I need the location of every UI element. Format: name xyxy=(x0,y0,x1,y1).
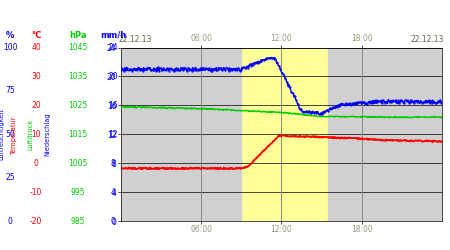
Bar xyxy=(328,48,442,221)
Text: Luftdruck: Luftdruck xyxy=(27,119,34,150)
Text: mm/h: mm/h xyxy=(100,31,126,40)
Bar xyxy=(121,48,241,221)
Text: 30: 30 xyxy=(31,72,41,81)
Text: -10: -10 xyxy=(30,188,42,197)
Bar xyxy=(241,48,328,221)
Text: 22.12.13: 22.12.13 xyxy=(119,35,153,44)
Text: 1035: 1035 xyxy=(68,72,88,81)
Text: 1045: 1045 xyxy=(68,43,88,52)
Text: 22.12.13: 22.12.13 xyxy=(410,35,444,44)
Text: Luftfeuchtigkeit: Luftfeuchtigkeit xyxy=(0,108,5,160)
Text: 8: 8 xyxy=(111,159,115,168)
Text: Temperatur: Temperatur xyxy=(10,115,17,154)
Text: 1025: 1025 xyxy=(68,101,88,110)
Text: 25: 25 xyxy=(5,173,15,182)
Text: 985: 985 xyxy=(71,217,85,226)
Text: 12: 12 xyxy=(108,130,118,139)
Text: %: % xyxy=(6,31,14,40)
Text: 0: 0 xyxy=(8,217,13,226)
Text: 0: 0 xyxy=(34,159,38,168)
Text: 75: 75 xyxy=(5,86,15,96)
Text: 0: 0 xyxy=(111,217,116,226)
Text: -20: -20 xyxy=(30,217,42,226)
Text: °C: °C xyxy=(31,31,41,40)
Text: Niederschlag: Niederschlag xyxy=(44,112,50,156)
Text: 20: 20 xyxy=(31,101,41,110)
Text: 1015: 1015 xyxy=(68,130,88,139)
Text: 50: 50 xyxy=(5,130,15,139)
Text: 995: 995 xyxy=(71,188,86,197)
Text: 1005: 1005 xyxy=(68,159,88,168)
Text: 20: 20 xyxy=(108,72,118,81)
Text: 24: 24 xyxy=(108,43,118,52)
Text: 16: 16 xyxy=(108,101,118,110)
Text: hPa: hPa xyxy=(69,31,87,40)
Text: 4: 4 xyxy=(111,188,116,197)
Text: 40: 40 xyxy=(31,43,41,52)
Text: 100: 100 xyxy=(3,43,17,52)
Text: 10: 10 xyxy=(31,130,41,139)
